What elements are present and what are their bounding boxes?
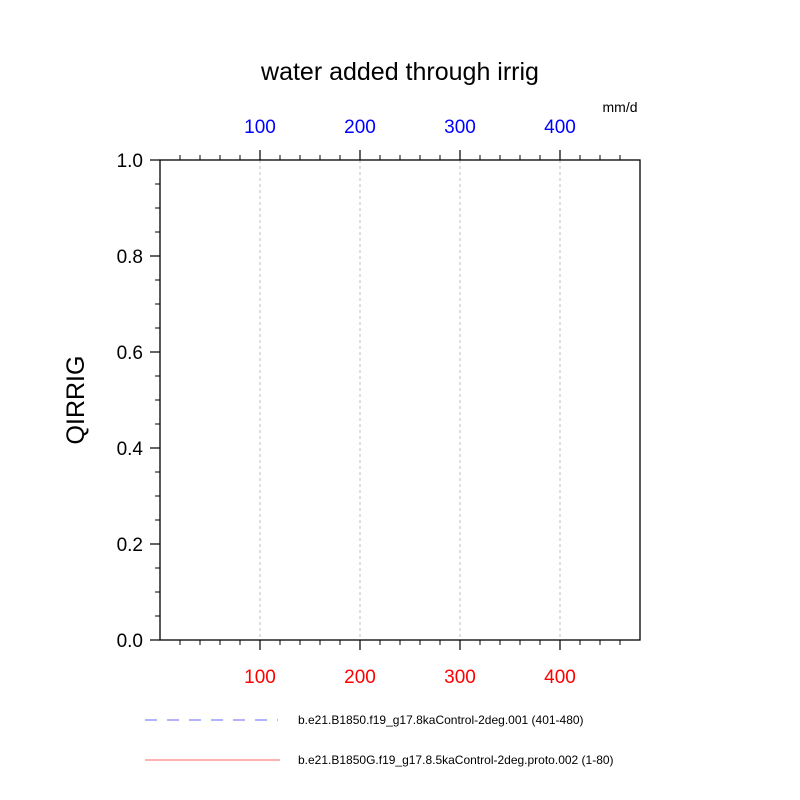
x-top-tick-label: 400	[544, 117, 576, 138]
x-bottom-tick-labels: 100 200 300 400	[244, 667, 576, 688]
y-tick-label: 0.2	[117, 535, 143, 556]
grid-lines	[259, 160, 561, 640]
y-tick-labels: 0.0 0.2 0.4 0.6 0.8 1.0	[117, 151, 144, 652]
y-tick-label: 0.6	[117, 343, 143, 364]
minor-ticks	[155, 155, 621, 645]
legend-label-series-1: b.e21.B1850.f19_g17.8kaControl-2deg.001 …	[298, 713, 584, 727]
x-bottom-tick-label: 400	[544, 667, 576, 688]
legend-label-series-2: b.e21.B1850G.f19_g17.8.5kaControl-2deg.p…	[298, 753, 614, 767]
chart-title: water added through irrig	[260, 58, 539, 86]
major-ticks	[150, 150, 561, 650]
y-tick-label: 0.0	[117, 631, 143, 652]
y-tick-label: 1.0	[117, 151, 143, 172]
x-top-tick-label: 200	[344, 117, 376, 138]
x-bottom-tick-label: 300	[444, 667, 476, 688]
x-bottom-tick-label: 200	[344, 667, 376, 688]
x-top-tick-label: 300	[444, 117, 476, 138]
y-axis-label: QIRRIG	[62, 356, 90, 445]
y-tick-label: 0.4	[117, 439, 144, 460]
plot-frame	[159, 159, 641, 641]
y-tick-label: 0.8	[117, 247, 143, 268]
legend: b.e21.B1850.f19_g17.8kaControl-2deg.001 …	[145, 713, 614, 767]
units-label: mm/d	[603, 99, 638, 115]
x-top-tick-labels: 100 200 300 400	[244, 117, 576, 138]
x-top-tick-label: 100	[244, 117, 276, 138]
x-bottom-tick-label: 100	[244, 667, 276, 688]
